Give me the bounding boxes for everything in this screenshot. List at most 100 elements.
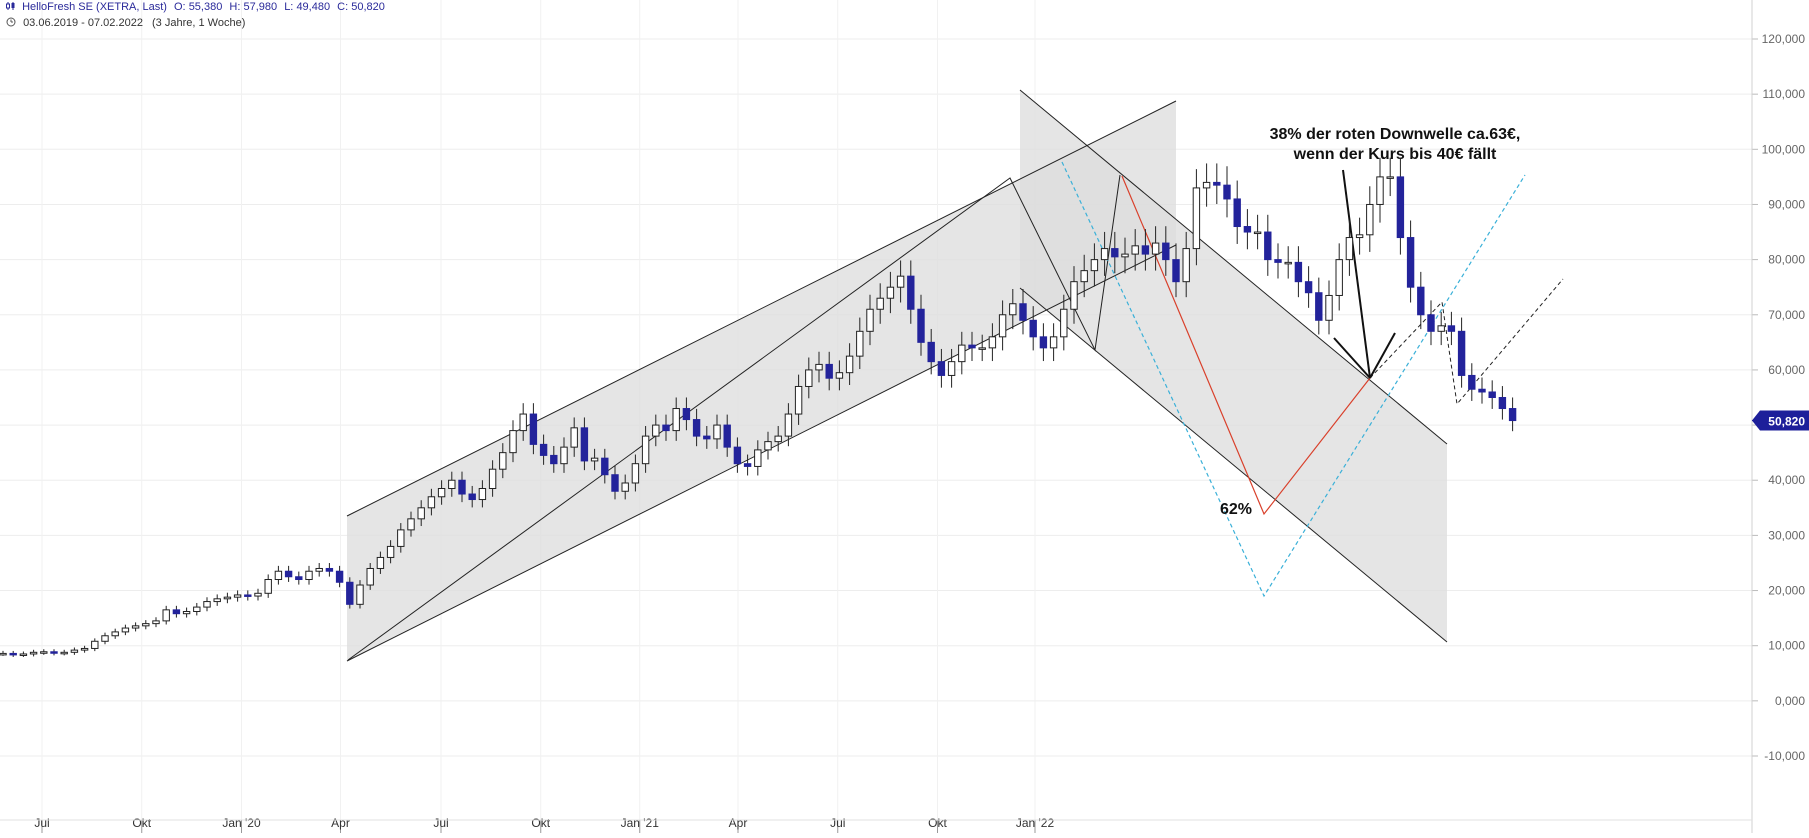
candle-down [1468, 374, 1476, 390]
candle-up [845, 355, 854, 374]
annotation-arrow-head [1369, 332, 1396, 379]
candle-up [672, 408, 680, 432]
candle-up [1345, 237, 1354, 261]
projection-path-black [1369, 278, 1564, 406]
candle-down [917, 308, 925, 343]
x-tick-label: Jan '20 [222, 816, 261, 830]
x-tick-label: Apr [729, 816, 748, 830]
candle-down [580, 427, 589, 462]
x-tick-label: Jan '21 [621, 816, 660, 830]
x-tick-label: Jan '22 [1016, 816, 1055, 830]
uptrend-channel-fill [347, 101, 1176, 661]
y-tick-label: 70,000 [1768, 308, 1805, 322]
candle-down [907, 275, 915, 310]
candle-up [754, 449, 762, 467]
candle-up [805, 369, 813, 387]
candle-up [1131, 245, 1139, 255]
low-label: L: [284, 1, 294, 13]
candle-down [550, 454, 558, 465]
candle-down [1447, 325, 1456, 332]
candle-down [825, 363, 833, 379]
candle-up [794, 385, 803, 415]
candle-down [1427, 314, 1435, 332]
candle-down [1213, 181, 1221, 186]
y-tick-label: 10,000 [1768, 639, 1805, 653]
y-tick-label: 20,000 [1768, 584, 1805, 598]
candle-up [641, 435, 650, 465]
y-tick-label: -10,000 [1764, 749, 1805, 763]
candle-down [1396, 176, 1405, 239]
channel-line [1019, 287, 1448, 643]
channel-line [346, 244, 1177, 662]
annotation-text-line: 38% der roten Downwelle ca.63€, [1270, 126, 1521, 143]
channel-line [346, 100, 1177, 517]
candle-up [1090, 259, 1099, 272]
candle-up [182, 610, 191, 615]
candle-up [80, 647, 89, 651]
candle-up [570, 427, 578, 448]
candle-up [560, 446, 568, 465]
candle-down [1488, 391, 1496, 399]
downtrend-channel-fill [1020, 90, 1447, 642]
candle-up [1009, 303, 1017, 316]
candle-down [733, 446, 742, 465]
candle-down [1039, 336, 1048, 349]
candle-up [162, 609, 170, 622]
annotation-62-percent: 62% [1220, 501, 1252, 518]
y-tick-label: 80,000 [1768, 253, 1805, 267]
chart-type-icon[interactable] [6, 1, 16, 11]
candle-down [1498, 397, 1507, 410]
candle-up [60, 651, 68, 655]
x-tick-label: Okt [132, 816, 151, 830]
candle-down [1233, 198, 1241, 228]
x-tick-label: Apr [331, 816, 350, 830]
candle-up [947, 361, 956, 376]
annotation-arrow-head [1333, 337, 1371, 379]
candle-down [9, 652, 17, 656]
candle-up [101, 635, 109, 642]
candle-down [50, 651, 58, 654]
candle-up [366, 567, 374, 586]
x-tick-label: Jul [433, 816, 448, 830]
candle-up [998, 314, 1007, 338]
candle-down [1478, 388, 1486, 393]
candle-up [835, 372, 844, 379]
candle-up [254, 592, 262, 597]
open-label: O: [174, 1, 186, 13]
candle-up [1070, 281, 1078, 310]
candle-up [1060, 308, 1068, 338]
candle-down [1406, 237, 1415, 288]
symbol-header: HelloFresh SE (XETRA, Last) O: 55,380 H:… [6, 1, 385, 13]
candle-down [1315, 292, 1323, 321]
candle-up [213, 598, 221, 603]
candle-up [437, 488, 446, 498]
candle-up [1151, 242, 1160, 255]
candle-up [713, 424, 721, 440]
y-tick-label: 0,000 [1775, 694, 1805, 708]
y-tick-label: 120,000 [1762, 32, 1806, 46]
open-value: 55,380 [188, 1, 223, 13]
candle-up [233, 594, 242, 598]
candle-down [1304, 281, 1313, 294]
candle-up [1182, 248, 1190, 283]
x-tick-label: Okt [928, 816, 947, 830]
candle-up [111, 631, 119, 637]
y-tick-label: 30,000 [1768, 528, 1805, 542]
candle-up [866, 308, 874, 332]
close-value: 50,820 [351, 1, 385, 13]
candle-up [131, 625, 140, 629]
candle-up [488, 468, 497, 490]
candle-down [1111, 248, 1119, 258]
candle-down [703, 435, 711, 440]
candle-up [499, 452, 507, 470]
high-value: 57,980 [243, 1, 278, 13]
candle-down [662, 424, 670, 432]
candle-up [519, 413, 527, 432]
candle-down [325, 567, 334, 572]
candle-down [295, 576, 303, 581]
low-value: 49,480 [296, 1, 331, 13]
date-range: 03.06.2019 - 07.02.2022 [23, 17, 143, 29]
